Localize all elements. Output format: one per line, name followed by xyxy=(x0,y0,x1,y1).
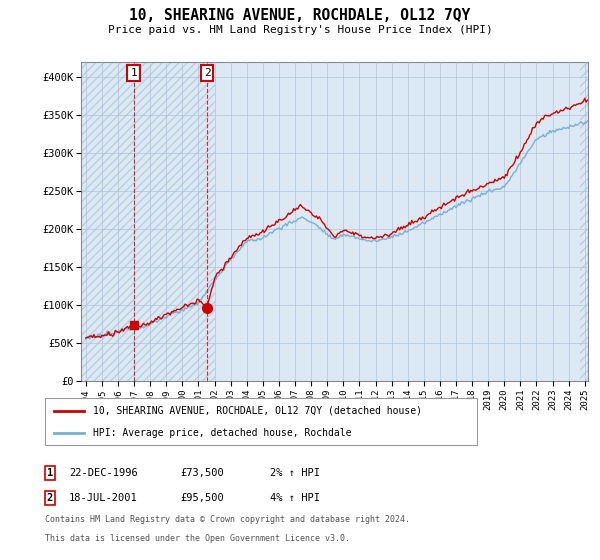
Text: 10, SHEARING AVENUE, ROCHDALE, OL12 7QY (detached house): 10, SHEARING AVENUE, ROCHDALE, OL12 7QY … xyxy=(92,406,422,416)
FancyBboxPatch shape xyxy=(45,398,477,445)
Text: 18-JUL-2001: 18-JUL-2001 xyxy=(69,493,138,503)
Text: This data is licensed under the Open Government Licence v3.0.: This data is licensed under the Open Gov… xyxy=(45,534,350,543)
Text: 4% ↑ HPI: 4% ↑ HPI xyxy=(270,493,320,503)
Text: £95,500: £95,500 xyxy=(180,493,224,503)
Text: 2: 2 xyxy=(204,68,211,78)
Bar xyxy=(78,62,215,381)
Bar xyxy=(580,62,596,381)
Text: 2% ↑ HPI: 2% ↑ HPI xyxy=(270,468,320,478)
Text: 1: 1 xyxy=(47,468,53,478)
Text: HPI: Average price, detached house, Rochdale: HPI: Average price, detached house, Roch… xyxy=(92,428,351,438)
Text: 1: 1 xyxy=(130,68,137,78)
Text: Contains HM Land Registry data © Crown copyright and database right 2024.: Contains HM Land Registry data © Crown c… xyxy=(45,515,410,524)
Text: 10, SHEARING AVENUE, ROCHDALE, OL12 7QY: 10, SHEARING AVENUE, ROCHDALE, OL12 7QY xyxy=(130,8,470,24)
Text: 22-DEC-1996: 22-DEC-1996 xyxy=(69,468,138,478)
Text: £73,500: £73,500 xyxy=(180,468,224,478)
Bar xyxy=(580,62,596,381)
Text: Price paid vs. HM Land Registry's House Price Index (HPI): Price paid vs. HM Land Registry's House … xyxy=(107,25,493,35)
Text: 2: 2 xyxy=(47,493,53,503)
Bar xyxy=(78,62,215,381)
